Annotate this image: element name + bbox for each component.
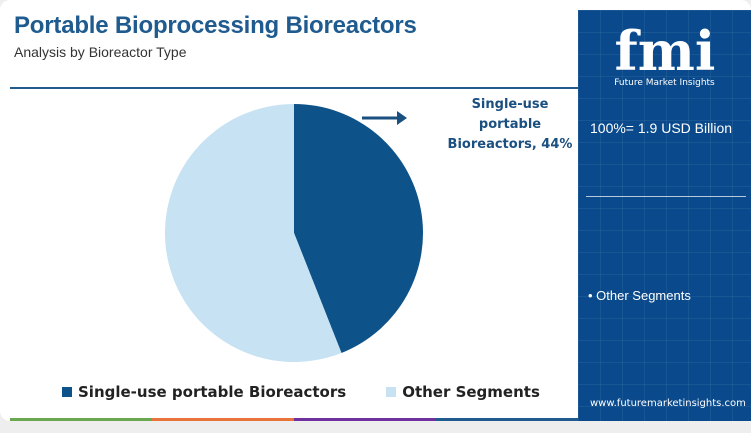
bottom-bar-segment xyxy=(152,418,294,421)
pie-slice-1 xyxy=(164,104,342,363)
segment-bullet: • Other Segments xyxy=(588,288,691,303)
fmi-logo-icon: fmi xyxy=(615,19,716,83)
pie-chart xyxy=(164,104,423,363)
bottom-color-bar xyxy=(10,418,578,421)
callout-line-3: Bioreactors, 44% xyxy=(447,137,573,152)
side-panel: fmi Future Market Insights 100%= 1.9 USD… xyxy=(578,10,751,421)
legend-label-single-use: Single-use portable Bioreactors xyxy=(78,383,347,401)
legend-label-other: Other Segments xyxy=(402,383,540,401)
callout-line-2: portable xyxy=(478,117,542,132)
legend-swatch-other xyxy=(386,387,397,397)
header-divider xyxy=(10,87,578,89)
legend-item-other: Other Segments xyxy=(386,383,540,401)
logo-text: fmi xyxy=(615,19,716,83)
pie-callout: Single-use portable Bioreactors, 44% xyxy=(440,95,580,155)
pie-slice-0 xyxy=(294,104,423,353)
callout-line-1: Single-use xyxy=(471,97,549,112)
panel-divider xyxy=(586,196,746,197)
logo-tagline: Future Market Insights xyxy=(614,78,715,88)
bottom-bar-segment xyxy=(436,418,578,421)
market-total: 100%= 1.9 USD Billion xyxy=(590,120,733,136)
legend-item-single-use: Single-use portable Bioreactors xyxy=(62,383,346,401)
legend-swatch-single-use xyxy=(62,387,72,397)
chart-title: Portable Bioprocessing Bioreactors xyxy=(14,12,417,39)
website-link[interactable]: www.futuremarketinsights.com xyxy=(590,398,746,409)
bottom-bar-segment xyxy=(10,418,152,421)
bottom-bar-segment xyxy=(294,418,436,421)
callout-arrow-icon xyxy=(397,111,407,125)
chart-subtitle: Analysis by Bioreactor Type xyxy=(14,44,187,60)
chart-legend: Single-use portable Bioreactors Other Se… xyxy=(62,383,580,401)
